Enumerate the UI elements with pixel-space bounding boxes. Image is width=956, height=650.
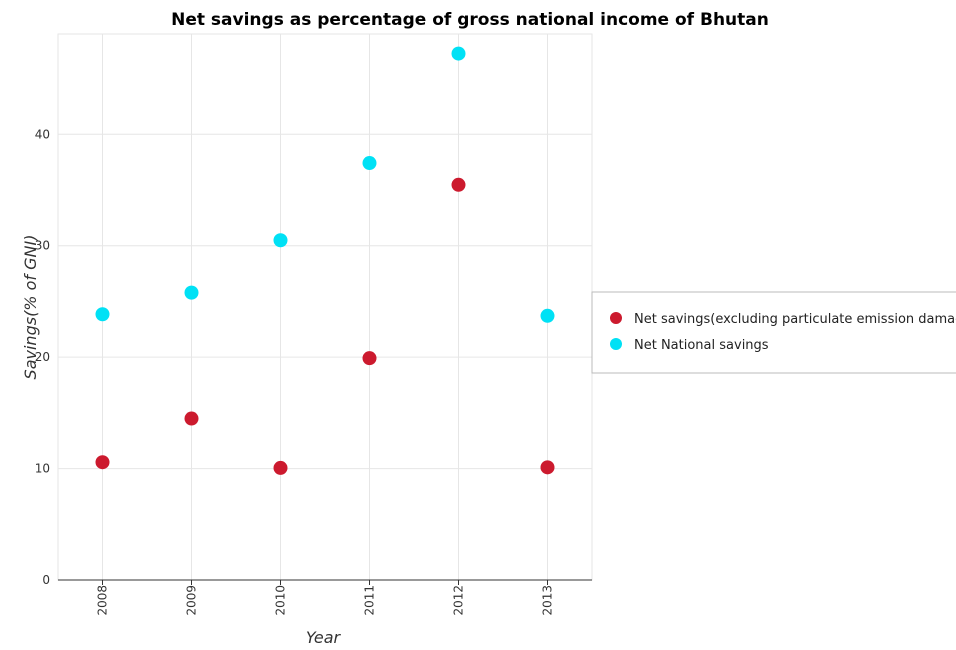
data-point: [184, 411, 199, 426]
data-point: [184, 285, 199, 300]
data-point: [273, 460, 288, 475]
y-tick-label: 30: [35, 239, 50, 253]
x-tick-label: 2013: [541, 585, 555, 616]
x-tick-label: 2012: [452, 585, 466, 616]
x-tick-labels: 2008 2009 2010 2011 2012 2013: [96, 585, 555, 616]
data-point: [451, 177, 466, 192]
y-tick-label: 10: [35, 462, 50, 476]
data-point: [362, 351, 377, 366]
data-point: [95, 455, 110, 470]
grid: [57, 33, 593, 581]
data-point: [273, 233, 288, 248]
data-points: [95, 46, 555, 475]
y-tick-label: 40: [35, 127, 50, 141]
data-point: [540, 460, 555, 475]
x-tick-label: 2008: [96, 585, 110, 616]
legend-box: [591, 291, 956, 374]
data-point: [451, 46, 466, 61]
y-tick-label: 0: [42, 573, 50, 587]
legend-marker: [610, 312, 622, 324]
chart-title: Net savings as percentage of gross natio…: [171, 10, 769, 30]
legend-label: Net savings(excluding particulate emissi…: [634, 312, 956, 327]
y-tick-label: 20: [35, 350, 50, 364]
x-tick-label: 2011: [363, 585, 377, 616]
axes: [58, 579, 592, 585]
data-point: [95, 307, 110, 322]
legend-marker: [610, 338, 622, 350]
legend: Net savings(excluding particulate emissi…: [591, 291, 956, 374]
y-tick-labels: 0 10 20 30 40: [35, 127, 50, 587]
x-tick-label: 2009: [185, 585, 199, 616]
x-tick-label: 2010: [274, 585, 288, 616]
plot-frame: [57, 33, 593, 581]
data-point: [362, 156, 377, 171]
data-point: [540, 308, 555, 323]
x-axis-label: Year: [306, 628, 342, 647]
y-axis-label: Savings(% of GNI): [21, 235, 40, 380]
legend-label: Net National savings: [634, 338, 769, 353]
